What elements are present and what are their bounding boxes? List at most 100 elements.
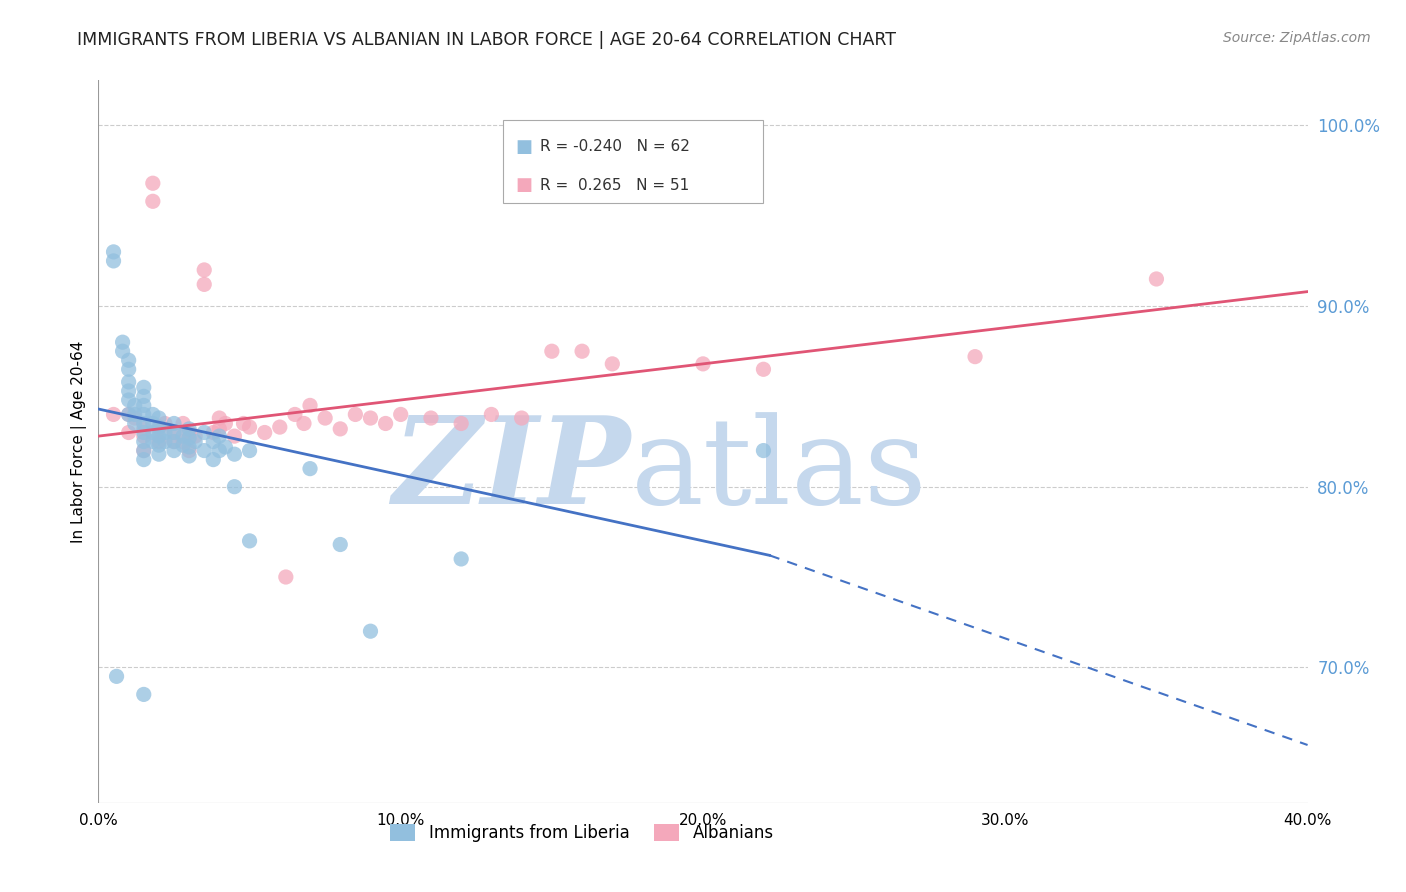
Text: ■: ■ [516,137,533,156]
Point [132,380,155,394]
Point [153,417,176,431]
Point [118,384,141,398]
Point [172,434,194,449]
Point [105,669,128,683]
Point [389,408,412,422]
Point [142,408,165,422]
Text: IMMIGRANTS FROM LIBERIA VS ALBANIAN IN LABOR FORCE | AGE 20-64 CORRELATION CHART: IMMIGRANTS FROM LIBERIA VS ALBANIAN IN L… [77,31,897,49]
Point [232,417,254,431]
Point [118,375,141,389]
Point [269,420,291,434]
Point [132,425,155,440]
Legend: Immigrants from Liberia, Albanians: Immigrants from Liberia, Albanians [384,817,780,848]
FancyBboxPatch shape [503,120,763,203]
Point [239,533,262,548]
Text: Source: ZipAtlas.com: Source: ZipAtlas.com [1223,31,1371,45]
Text: ZIP: ZIP [392,411,630,530]
Point [602,357,624,371]
Point [752,362,775,376]
Point [111,335,134,350]
Point [118,353,141,368]
Point [163,434,186,449]
Point [965,350,987,364]
Point [344,408,367,422]
Point [124,417,146,431]
Point [420,411,443,425]
Point [132,452,155,467]
Point [571,344,593,359]
Point [450,417,472,431]
Point [450,552,472,566]
Point [124,408,146,422]
Point [142,434,165,449]
Point [510,411,533,425]
Point [299,398,322,412]
Point [132,422,155,436]
Point [314,411,336,425]
Point [172,429,194,443]
Text: ■: ■ [516,176,533,194]
Point [329,537,352,551]
Point [132,389,155,403]
Point [540,344,562,359]
Point [360,624,382,639]
Point [1144,272,1167,286]
Point [163,434,186,449]
Point [193,443,215,458]
Point [103,253,125,268]
Point [132,443,155,458]
Point [179,443,201,458]
Point [193,263,215,277]
Point [184,434,207,449]
Point [239,420,262,434]
Point [142,176,165,190]
Point [274,570,297,584]
Point [202,434,225,449]
Point [179,449,201,463]
Point [179,431,201,445]
Point [752,443,775,458]
Point [292,417,315,431]
Point [148,447,170,461]
Point [214,417,236,431]
Point [103,244,125,259]
Point [179,422,201,436]
Point [692,357,714,371]
Point [179,425,201,440]
Point [214,440,236,454]
Point [118,362,141,376]
Point [142,194,165,209]
Point [148,429,170,443]
Point [163,443,186,458]
Point [148,434,170,449]
Point [208,422,231,436]
Point [193,425,215,440]
Point [163,417,186,431]
Point [103,408,125,422]
Point [208,443,231,458]
Point [148,420,170,434]
Point [481,408,503,422]
Point [118,408,141,422]
Point [118,425,141,440]
Point [208,411,231,425]
Point [284,408,307,422]
Point [202,425,225,440]
Point [148,422,170,436]
Point [153,425,176,440]
Point [202,452,225,467]
Point [224,447,246,461]
Point [118,408,141,422]
Point [360,411,382,425]
Point [179,440,201,454]
Text: atlas: atlas [630,412,927,529]
Point [224,480,246,494]
Point [142,425,165,440]
Point [124,398,146,412]
Point [148,438,170,452]
Point [142,417,165,431]
Point [132,434,155,449]
Point [374,417,396,431]
Point [208,429,231,443]
Text: R = -0.240   N = 62: R = -0.240 N = 62 [540,139,689,154]
